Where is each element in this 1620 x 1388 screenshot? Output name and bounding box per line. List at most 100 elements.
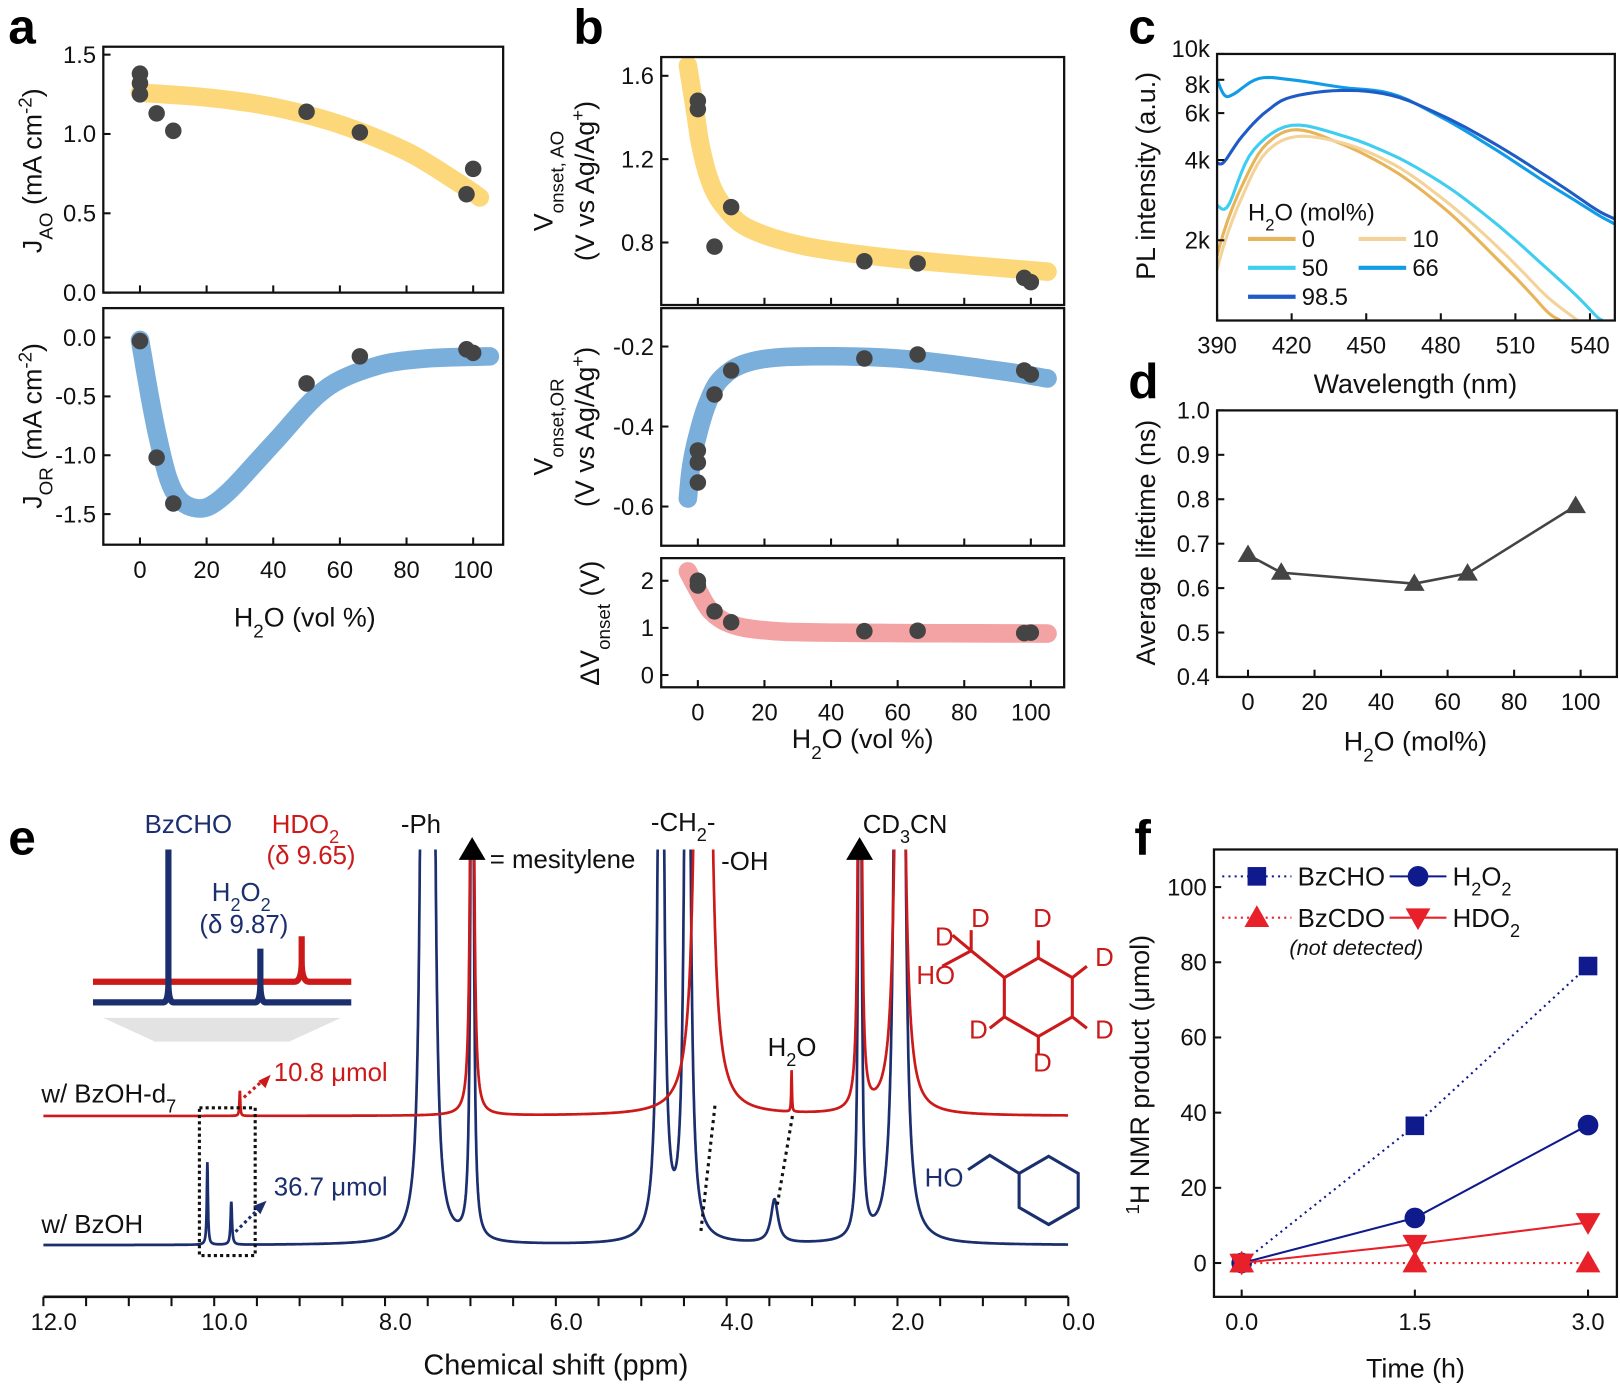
inset-zoom-wedge	[103, 1017, 341, 1042]
c-series-line-98.5	[1217, 88, 1615, 221]
f-data-point-BzCHO	[1405, 1116, 1425, 1136]
a_bottom-xtick-label: 60	[327, 557, 353, 584]
c-xtick-label: 390	[1197, 333, 1237, 360]
d-xtick-label: 60	[1434, 689, 1460, 716]
f-xtick-label: 1.5	[1398, 1309, 1431, 1336]
f-legend-label: H2O2	[1453, 864, 1512, 900]
b-mid-ylabel: Vonset,OR	[529, 378, 568, 475]
e-xtick-label: 8.0	[379, 1309, 412, 1336]
c-xtick-label: 450	[1346, 333, 1386, 360]
a_top-data-point	[351, 124, 369, 141]
d-ytick-label: 1.0	[1177, 398, 1210, 425]
panel-letter-b: b	[573, 0, 603, 55]
d-frame	[1215, 409, 1619, 679]
panel-letter-e: e	[8, 810, 36, 866]
b_top-data-point	[689, 100, 707, 118]
d-ytick-label: 0.4	[1177, 664, 1210, 691]
c-ytick-label: 8k	[1185, 72, 1210, 99]
a_top-ytick-label: 0.5	[63, 201, 96, 228]
e-spectrum-bzoh	[43, 849, 1069, 1247]
f-xlabel: Time (h)	[1366, 1353, 1465, 1383]
b_mid-data-point	[689, 442, 707, 459]
f-ytick-label: 100	[1167, 874, 1207, 901]
blue-dotted-arrow	[234, 1207, 260, 1233]
f-ytick-label: 20	[1180, 1175, 1206, 1202]
d-ytick-label: 0.9	[1177, 442, 1210, 469]
a_bottom-xtick-label: 40	[260, 557, 286, 584]
a_bottom-data-point	[298, 375, 315, 392]
a_bottom-data-point	[131, 332, 149, 350]
a_top-ytick-label: 0.0	[63, 280, 96, 307]
f-ytick-label: 0	[1194, 1250, 1207, 1277]
a_bottom-xtick-label: 20	[193, 557, 219, 584]
a_top-data-point	[464, 160, 482, 178]
f-data-point-BzCDO	[1402, 1250, 1428, 1273]
d-ylabel: Average lifetime (ns)	[1131, 420, 1161, 666]
e-xtick-label: 12.0	[31, 1309, 77, 1336]
c-ylabel: PL intensity (a.u.)	[1131, 72, 1161, 280]
b_bottom-xtick-label: 20	[751, 699, 777, 726]
d-ytick-label: 0.8	[1177, 487, 1210, 514]
b_mid-trend-line	[678, 346, 1057, 508]
bzoh-d7-atom-d: D	[1095, 1017, 1114, 1045]
label-mesitylene: = mesitylene	[490, 846, 636, 874]
d-xlabel: H2O (mol%)	[1344, 726, 1487, 765]
d-data-point	[1457, 563, 1478, 581]
f-legend-marker	[1244, 905, 1270, 927]
label-h2o2: H2O2	[212, 879, 271, 915]
b_mid-data-point	[1022, 366, 1040, 383]
h2o-shift-dotted-line	[775, 1115, 794, 1208]
d-ytick-label: 0.5	[1177, 620, 1210, 647]
b_bottom-xtick-label: 40	[818, 699, 844, 726]
c-series-line-0	[1217, 128, 1562, 321]
b_top-ytick-label: 1.2	[621, 146, 654, 173]
label-h2o: H2O	[768, 1034, 817, 1070]
a_top-data-point	[298, 103, 315, 121]
f-ytick-label: 60	[1180, 1025, 1206, 1052]
a_bottom-trend-line	[130, 330, 500, 518]
b_bottom-xtick-label: 100	[1011, 699, 1051, 726]
bzoh-d7-atom-ho: HO	[916, 962, 955, 990]
f-data-point-H2O2	[1404, 1207, 1426, 1229]
b_mid-data-point	[689, 474, 707, 491]
a_bottom-xtick-label: 100	[453, 557, 493, 584]
b_bottom-ytick-label: 1	[641, 615, 654, 642]
label-h2o2-shift: (δ 9.87)	[199, 911, 288, 939]
bzoh-d7-atom-d: D	[969, 1017, 988, 1045]
b_bottom-ytick-label: 2	[641, 568, 654, 595]
b-top-ylabel: Vonset, AO	[529, 131, 568, 231]
b_bottom-xtick-label: 80	[951, 699, 977, 726]
f-ytick-label: 40	[1180, 1100, 1206, 1127]
e-xtick-label: 4.0	[720, 1309, 753, 1336]
c-xtick-label: 480	[1421, 333, 1461, 360]
a_bottom-ytick-label: 0.0	[63, 325, 96, 352]
a-top-ylabel: JAO (mA cm-2)	[14, 88, 56, 253]
f-data-point-HDO2	[1229, 1253, 1255, 1276]
b_mid-ytick-label: -0.2	[613, 334, 654, 361]
f-xtick-label: 0.0	[1225, 1309, 1258, 1336]
a_bottom-data-point	[351, 348, 369, 365]
b_top-data-point	[856, 252, 873, 270]
a_top-frame	[102, 45, 505, 294]
bzoh-d7-atom-d: D	[935, 924, 954, 952]
c-series-line-66	[1217, 75, 1615, 226]
b_mid-data-point	[689, 454, 707, 471]
c-series-line-10	[1217, 134, 1579, 321]
c-xtick-label: 510	[1496, 333, 1536, 360]
label-hdo2-shift: (δ 9.65)	[267, 842, 356, 870]
bzoh-atom-ho: HO	[925, 1164, 964, 1192]
c-frame	[1215, 52, 1616, 322]
f-data-point-BzCHO	[1578, 956, 1598, 976]
e-spectrum-bzoh-d7	[43, 849, 1069, 1118]
f-ylabel: 1H NMR product (μmol)	[1121, 935, 1155, 1215]
a-xlabel: H2O (vol %)	[234, 602, 376, 640]
b_mid-data-point	[909, 346, 926, 363]
inset-blue-trace	[92, 849, 352, 1006]
c-legend-label: 50	[1302, 255, 1328, 282]
b_mid-data-point	[856, 350, 873, 367]
f-xtick-label: 3.0	[1572, 1309, 1605, 1336]
d-data-point	[1237, 544, 1259, 563]
red-dotted-arrow	[242, 1078, 265, 1099]
d-xtick-label: 80	[1501, 689, 1527, 716]
